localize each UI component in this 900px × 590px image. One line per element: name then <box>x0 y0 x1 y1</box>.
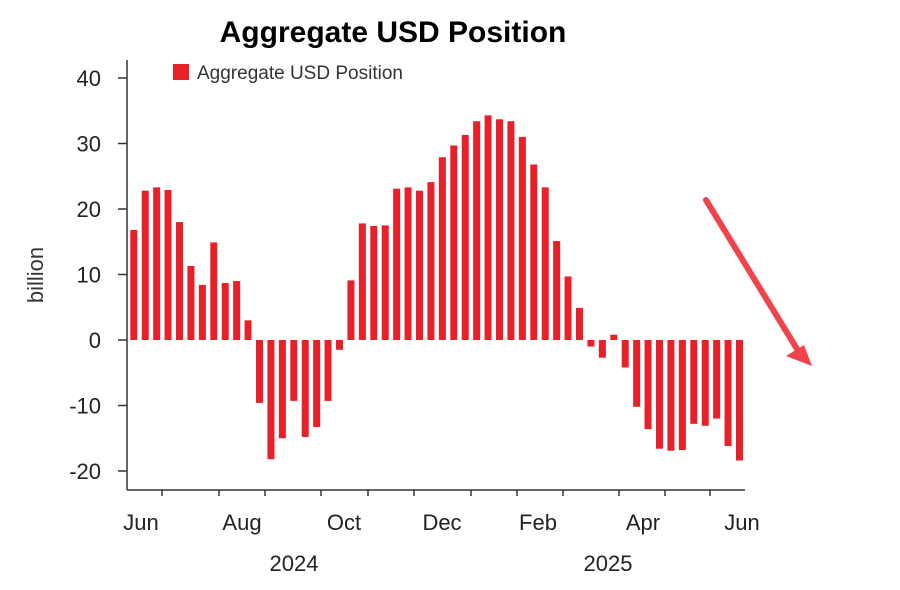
bar <box>210 242 218 340</box>
bar <box>621 340 629 368</box>
y-tick-label: -20 <box>69 459 101 484</box>
bar <box>427 182 435 340</box>
bar <box>267 340 275 460</box>
bar <box>233 281 241 340</box>
bar <box>587 340 595 347</box>
x-tick-label: Aug <box>222 510 261 535</box>
y-tick-label: 30 <box>77 132 101 157</box>
bar <box>644 340 652 430</box>
bar <box>176 222 184 340</box>
bar <box>290 340 298 401</box>
bar <box>393 188 401 340</box>
bar <box>278 340 286 439</box>
bar <box>244 320 252 340</box>
bar <box>324 340 332 401</box>
chart-title: Aggregate USD Position <box>220 16 567 49</box>
bar <box>130 229 138 340</box>
bar <box>656 340 663 449</box>
y-axis-title: billion <box>23 247 48 303</box>
x-tick-label: Dec <box>422 510 461 535</box>
bar <box>450 145 458 340</box>
legend-label: Aggregate USD Position <box>197 63 403 84</box>
bar <box>736 340 743 461</box>
legend: Aggregate USD Position <box>173 63 403 84</box>
bar <box>553 241 561 340</box>
bar <box>690 340 698 424</box>
y-tick-label: 0 <box>89 328 101 353</box>
x-tick-label: Apr <box>626 510 660 535</box>
bar <box>576 307 583 340</box>
y-tick-label: -10 <box>69 394 101 419</box>
bar <box>530 164 538 340</box>
bar <box>187 265 195 341</box>
bar <box>221 283 229 340</box>
year-label-2024: 2024 <box>270 551 319 576</box>
bar <box>701 340 709 426</box>
x-tick-label: Jun <box>123 510 158 535</box>
annotation-arrow <box>703 197 812 366</box>
y-tick-label: 10 <box>77 263 101 288</box>
bar <box>416 190 424 340</box>
x-axis: Jun Aug Oct Dec Feb Apr Jun <box>123 489 760 535</box>
bar <box>541 187 549 340</box>
bar <box>313 340 321 428</box>
bar <box>153 187 161 340</box>
bar <box>347 280 355 340</box>
bar <box>370 226 378 340</box>
bar <box>438 157 446 340</box>
bar <box>667 340 675 451</box>
bar <box>461 134 469 340</box>
bar <box>713 340 721 419</box>
bar <box>198 284 206 340</box>
bar <box>256 340 264 403</box>
bar <box>301 340 309 437</box>
bar <box>678 340 686 451</box>
bar <box>507 121 515 340</box>
bar <box>404 187 412 340</box>
bar <box>610 334 618 340</box>
bar <box>564 276 572 340</box>
bar <box>496 119 504 340</box>
x-tick-label: Jun <box>724 510 759 535</box>
bar <box>598 340 606 358</box>
x-tick-label: Oct <box>327 510 361 535</box>
legend-swatch <box>173 64 189 80</box>
bar <box>358 223 366 340</box>
bar <box>336 340 344 350</box>
bar <box>724 340 732 447</box>
y-axis: -20 -10 0 10 20 30 40 <box>69 60 128 490</box>
bars <box>130 115 743 461</box>
x-tick-label: Feb <box>519 510 557 535</box>
bar <box>164 190 172 340</box>
arrow-head-icon <box>786 345 812 366</box>
bar <box>381 225 389 341</box>
bar <box>141 190 149 340</box>
bar <box>633 340 641 407</box>
bar <box>484 115 492 340</box>
y-tick-label: 20 <box>77 197 101 222</box>
year-labels: 2024 2025 <box>270 551 633 576</box>
y-tick-label: 40 <box>77 66 101 91</box>
bar <box>518 136 526 340</box>
arrow-shaft <box>703 197 800 352</box>
year-label-2025: 2025 <box>584 551 633 576</box>
bar <box>473 121 481 340</box>
